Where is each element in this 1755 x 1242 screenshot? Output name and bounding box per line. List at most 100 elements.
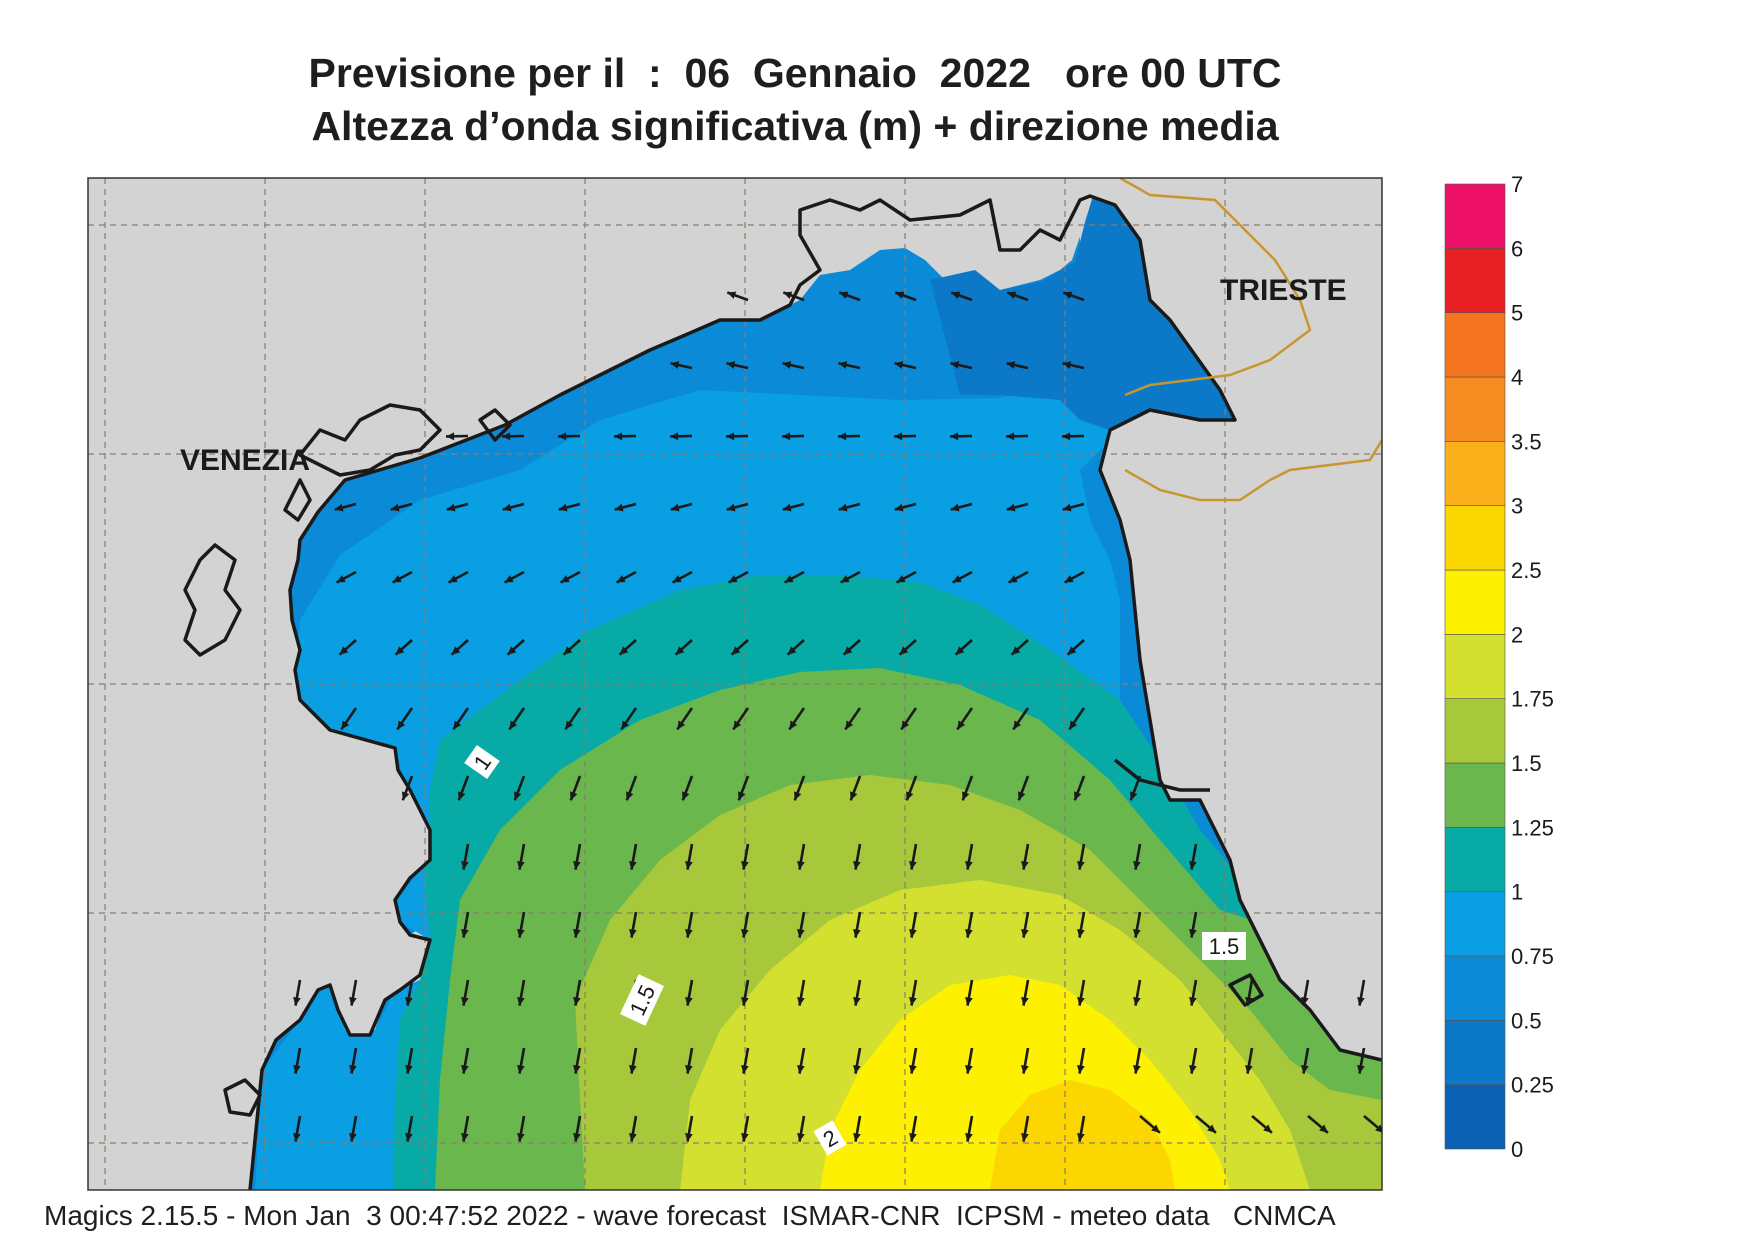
wave-arrow-head — [909, 1132, 917, 1142]
legend-tick-label: 4 — [1511, 365, 1523, 390]
wave-arrow-head — [728, 575, 738, 583]
wave-arrow-head — [517, 1132, 525, 1142]
wave-arrow-head — [685, 928, 693, 938]
wave-arrow-head — [741, 1132, 749, 1142]
legend-swatch — [1444, 441, 1506, 506]
wave-arrow-head — [1006, 361, 1016, 369]
wave-arrow-head — [797, 996, 805, 1006]
wave-arrow-head — [558, 432, 567, 441]
wave-arrow-head — [573, 928, 581, 938]
wave-arrow-head — [1064, 575, 1074, 583]
contour-label: 2 — [813, 1120, 847, 1156]
wave-arrow-head — [1357, 1064, 1365, 1074]
legend-tick-label: 0.25 — [1511, 1073, 1554, 1098]
wave-arrow-head — [783, 291, 793, 299]
wave-arrow-head — [341, 720, 350, 730]
wave-arrow-head — [1207, 1124, 1216, 1133]
wave-arrow-head — [894, 503, 904, 512]
wave-arrow-head — [504, 575, 514, 583]
wave-arrow-head — [461, 860, 469, 870]
wave-arrow-head — [901, 720, 910, 730]
wave-arrow-head — [349, 996, 357, 1006]
wave-arrow-head — [1245, 996, 1253, 1006]
wave-arrow-head — [849, 791, 858, 801]
wave-arrow-head — [1017, 791, 1026, 801]
wave-arrow-head — [565, 720, 574, 730]
legend-swatch — [1444, 698, 1506, 764]
wave-arrow-head — [685, 1064, 693, 1074]
wave-arrow-head — [461, 1064, 469, 1074]
wave-arrow-head — [670, 503, 680, 512]
wave-arrow-head — [793, 791, 802, 801]
wave-arrow-head — [619, 646, 629, 655]
legend-tick-label: 1.5 — [1511, 751, 1542, 776]
wave-arrow-head — [733, 720, 742, 730]
wave-arrow-head — [895, 291, 905, 299]
wave-arrow-head — [726, 503, 736, 512]
wave-arrow-head — [502, 432, 511, 441]
wave-arrow-head — [397, 720, 406, 730]
wave-arrow-head — [629, 860, 637, 870]
wave-arrow-head — [685, 996, 693, 1006]
wave-arrow-head — [1263, 1124, 1272, 1133]
wave-arrow-head — [672, 575, 682, 583]
wave-arrow-head — [1301, 1064, 1309, 1074]
wave-arrow-head — [1133, 928, 1141, 938]
wave-arrow-head — [448, 575, 458, 583]
wave-arrow-head — [955, 646, 965, 655]
legend-swatch — [1444, 634, 1506, 699]
wave-arrow-head — [573, 1132, 581, 1142]
wave-arrow-head — [405, 996, 413, 1006]
wave-arrow-head — [1021, 1132, 1029, 1142]
wave-arrow-head — [787, 646, 797, 655]
wave-arrow-head — [782, 432, 791, 441]
wave-arrow-head — [741, 860, 749, 870]
wave-arrow-head — [797, 1132, 805, 1142]
wave-arrow-head — [517, 860, 525, 870]
legend-tick-label: 6 — [1511, 236, 1523, 261]
wave-arrow-head — [517, 928, 525, 938]
national-border — [1119, 178, 1382, 502]
wave-arrow-head — [1077, 860, 1085, 870]
wave-arrow-head — [797, 1064, 805, 1074]
legend-swatch — [1444, 505, 1506, 571]
wave-arrow-head — [951, 291, 961, 299]
wave-arrow-head — [1077, 996, 1085, 1006]
wave-arrow-head — [965, 928, 973, 938]
wave-arrow-head — [845, 720, 854, 730]
wave-arrow-head — [1189, 1064, 1197, 1074]
wave-arrow-head — [797, 860, 805, 870]
wave-arrow-head — [451, 646, 461, 655]
wave-arrow-head — [853, 1064, 861, 1074]
city-label-trieste: TRIESTE — [1220, 274, 1347, 307]
wave-arrow-head — [1133, 996, 1141, 1006]
legend-swatch — [1444, 1020, 1506, 1085]
legend-tick-label: 3 — [1511, 494, 1523, 519]
wave-arrow-head — [1021, 860, 1029, 870]
wave-arrow-head — [1062, 503, 1072, 512]
wave-arrow-head — [1062, 432, 1071, 441]
wave-arrow-head — [625, 791, 634, 801]
wave-arrow-head — [899, 646, 909, 655]
wave-arrow-head — [563, 646, 573, 655]
wave-arrow-head — [614, 503, 624, 512]
wave-arrow-head — [840, 575, 850, 583]
wave-arrow-head — [727, 291, 737, 299]
wave-arrow-head — [1062, 361, 1072, 369]
wave-arrow-head — [560, 575, 570, 583]
wave-arrow-head — [509, 720, 518, 730]
wave-arrow-head — [894, 432, 903, 441]
legend-swatch — [1444, 312, 1506, 378]
wave-arrow-head — [965, 1064, 973, 1074]
legend-swatch — [1444, 183, 1506, 249]
wave-arrow-head — [1021, 1064, 1029, 1074]
wave-arrow-head — [629, 1132, 637, 1142]
wave-arrow-head — [741, 1064, 749, 1074]
wave-arrow-head — [349, 1132, 357, 1142]
legend-tick-label: 1 — [1511, 880, 1523, 905]
wave-arrow-head — [1077, 1064, 1085, 1074]
wave-arrow-head — [392, 575, 402, 583]
wave-arrow-head — [461, 1132, 469, 1142]
wave-arrow-head — [1021, 996, 1029, 1006]
